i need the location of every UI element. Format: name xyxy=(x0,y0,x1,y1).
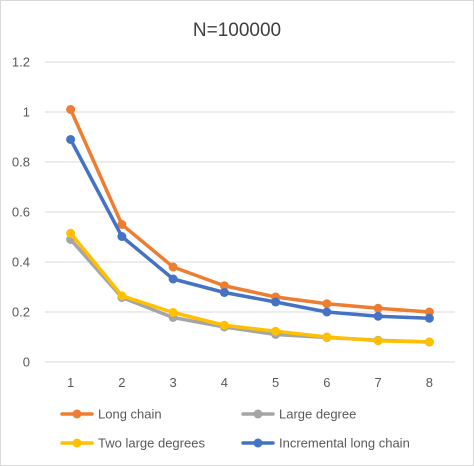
data-point xyxy=(219,320,229,330)
gridlines xyxy=(45,61,455,363)
data-point xyxy=(168,308,178,317)
y-tick-label: 1.2 xyxy=(12,55,30,70)
data-point xyxy=(66,105,76,114)
x-tick-label: 1 xyxy=(67,375,74,390)
y-tick-label: 0 xyxy=(23,355,30,370)
data-point xyxy=(117,291,127,301)
legend-item: Long chain xyxy=(60,407,162,422)
legend-swatch-marker xyxy=(253,409,263,419)
x-tick-label: 6 xyxy=(323,375,330,390)
legend-item: Large degree xyxy=(241,407,356,422)
series-line xyxy=(68,231,432,344)
data-point xyxy=(168,262,178,272)
y-tick-label: 1 xyxy=(23,105,30,120)
x-tick-label: 4 xyxy=(221,375,228,390)
data-point xyxy=(117,232,127,241)
y-tick-label: 0.2 xyxy=(12,305,30,320)
data-point xyxy=(424,307,434,317)
legend-swatch-marker xyxy=(72,438,82,448)
series-lines xyxy=(66,105,434,347)
legend-label: Incremental long chain xyxy=(279,436,410,451)
series-line xyxy=(68,107,432,314)
data-point xyxy=(373,303,383,313)
x-tick-label: 3 xyxy=(170,375,177,390)
legend-swatch-marker xyxy=(72,409,82,419)
series-long-chain xyxy=(66,105,434,317)
data-point xyxy=(322,332,332,342)
data-point xyxy=(271,297,281,307)
y-axis-tick-labels: 0 0.2 0.4 0.6 0.8 1 1.2 xyxy=(12,55,30,370)
legend-label: Long chain xyxy=(98,407,162,422)
legend: Long chain Large degree Two large degrees I… xyxy=(60,407,410,451)
data-point xyxy=(373,311,383,321)
x-tick-label: 8 xyxy=(426,375,433,390)
data-point xyxy=(117,220,127,229)
y-tick-label: 0.4 xyxy=(12,255,30,270)
data-point xyxy=(424,337,434,347)
series-two-large-degrees xyxy=(66,228,434,347)
series-incremental-long-chain xyxy=(66,135,434,323)
x-tick-label: 7 xyxy=(375,375,382,390)
data-point xyxy=(219,288,229,297)
legend-label: Two large degrees xyxy=(98,436,205,451)
data-point xyxy=(168,274,178,284)
data-point xyxy=(66,135,76,144)
series-line xyxy=(68,137,432,320)
legend-swatch-marker xyxy=(253,438,263,448)
y-tick-label: 0.6 xyxy=(12,205,30,220)
y-tick-label: 0.8 xyxy=(12,155,30,170)
data-point xyxy=(322,299,332,309)
x-axis-tick-labels: 1 2 3 4 5 6 7 8 xyxy=(67,375,433,390)
data-point xyxy=(271,326,281,336)
data-point xyxy=(322,307,332,317)
legend-label: Large degree xyxy=(279,407,356,422)
x-tick-label: 5 xyxy=(272,375,279,390)
chart-title: N=100000 xyxy=(193,20,281,41)
x-tick-label: 2 xyxy=(118,375,125,390)
data-point xyxy=(66,228,76,238)
data-point xyxy=(219,281,229,291)
legend-item: Two large degrees xyxy=(60,436,205,451)
data-point xyxy=(424,313,434,323)
legend-item: Incremental long chain xyxy=(241,436,410,451)
data-point xyxy=(373,336,383,346)
